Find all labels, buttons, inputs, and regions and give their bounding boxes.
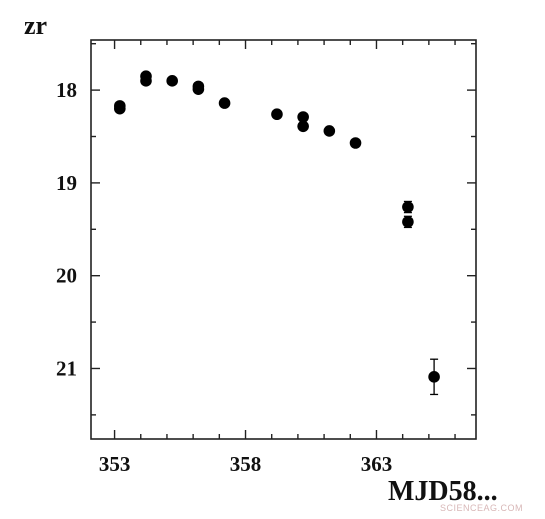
data-point: [297, 120, 309, 133]
data-point: [218, 97, 231, 109]
x-tick-label: 363: [361, 452, 393, 476]
y-tick-label: 20: [56, 264, 77, 288]
data-marker: [218, 97, 231, 109]
data-point: [349, 137, 362, 149]
data-marker: [323, 125, 336, 137]
data-point: [297, 111, 309, 123]
y-tick-label: 21: [56, 356, 77, 380]
data-marker: [166, 75, 178, 87]
data-point: [428, 358, 440, 396]
data-point: [402, 200, 414, 214]
y-axis-label: zr: [24, 11, 47, 40]
data-marker: [349, 137, 362, 149]
y-tick-label: 18: [56, 78, 77, 102]
axis-ticks: [91, 40, 476, 439]
data-marker: [428, 371, 440, 383]
data-marker: [402, 216, 414, 228]
x-tick-label: 353: [99, 452, 131, 476]
x-tick-label: 358: [230, 452, 262, 476]
data-point: [140, 75, 152, 87]
data-point: [402, 215, 414, 229]
data-marker: [402, 201, 414, 213]
data-marker: [271, 108, 283, 121]
data-points: [114, 70, 440, 396]
data-point: [114, 102, 126, 115]
axis-tick-labels: 353 358 363 18 19 20 21: [56, 78, 392, 476]
data-point: [323, 125, 336, 137]
data-marker: [114, 102, 126, 115]
plot-frame: [90, 39, 477, 440]
watermark-text: SCIENCEAG.COM: [439, 503, 523, 513]
data-marker: [297, 120, 309, 133]
data-point: [166, 75, 178, 87]
data-marker: [297, 111, 309, 123]
data-marker: [140, 75, 152, 87]
y-tick-label: 19: [56, 171, 77, 195]
data-point: [192, 83, 205, 95]
data-marker: [192, 83, 205, 95]
data-point: [271, 108, 283, 121]
x-axis-label: MJD58...: [388, 476, 498, 507]
